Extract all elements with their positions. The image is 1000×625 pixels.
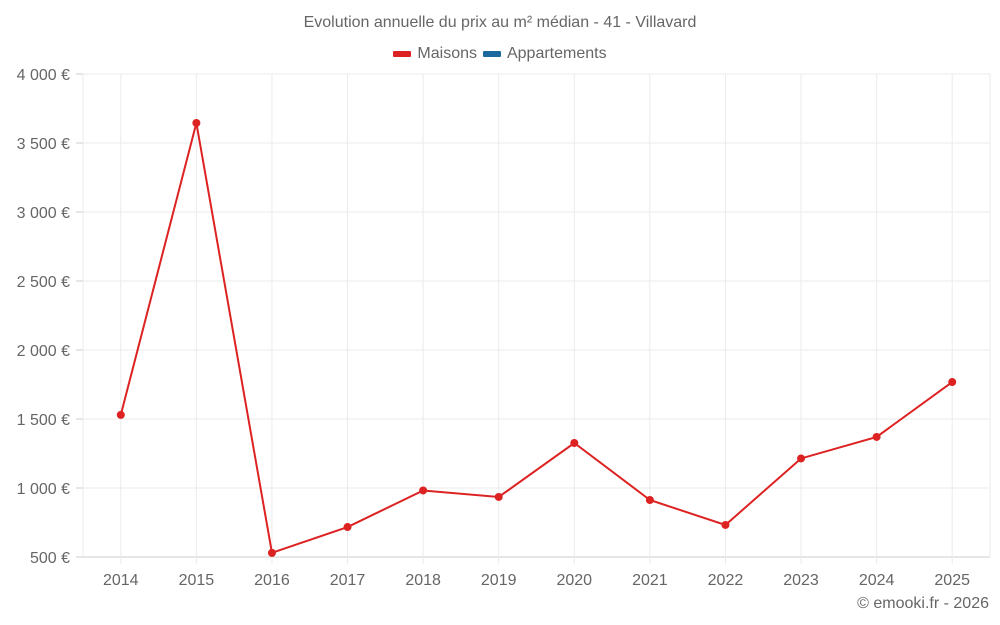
x-tick-label: 2015 [179, 572, 215, 589]
data-point[interactable] [192, 118, 201, 127]
legend-label-appartements: Appartements [506, 45, 607, 62]
data-point[interactable] [494, 492, 503, 501]
legend-item-appartements[interactable]: Appartements [482, 45, 607, 63]
x-tick-label: 2016 [254, 572, 290, 589]
legend-swatch-maisons [393, 51, 412, 57]
data-point[interactable] [267, 548, 276, 557]
data-point[interactable] [948, 378, 957, 387]
x-tick-label: 2017 [330, 572, 366, 589]
chart-title: Evolution annuelle du prix au m² médian … [303, 14, 697, 31]
x-tick-label: 2022 [708, 572, 744, 589]
data-point[interactable] [721, 520, 730, 529]
legend-swatch-appartements [482, 51, 501, 57]
series-line-maisons [119, 122, 953, 555]
chart-legend: Maisons Appartements [0, 45, 1000, 63]
x-tick-label: 2024 [859, 572, 895, 589]
data-point[interactable] [797, 454, 806, 463]
x-tick-label: 2021 [632, 572, 668, 589]
x-tick-label: 2019 [481, 572, 517, 589]
y-tick-label: 1 500 € [17, 412, 70, 429]
data-point[interactable] [570, 439, 579, 448]
data-point[interactable] [419, 486, 428, 495]
y-tick-label: 3 000 € [17, 205, 70, 222]
data-point[interactable] [645, 496, 654, 505]
y-tick-label: 2 500 € [17, 274, 70, 291]
data-point[interactable] [343, 523, 352, 532]
y-tick-label: 3 500 € [17, 136, 70, 153]
legend-item-maisons[interactable]: Maisons [393, 45, 477, 63]
x-tick-label: 2018 [405, 572, 441, 589]
data-point[interactable] [872, 432, 881, 441]
x-tick-label: 2025 [934, 572, 970, 589]
x-tick-label: 2023 [783, 572, 819, 589]
y-tick-label: 2 000 € [17, 343, 70, 360]
x-tick-label: 2014 [103, 572, 139, 589]
x-tick-label: 2020 [556, 572, 592, 589]
y-tick-label: 4 000 € [17, 67, 70, 84]
data-point[interactable] [116, 410, 125, 419]
legend-label-maisons: Maisons [417, 45, 477, 62]
y-tick-label: 1 000 € [17, 481, 70, 498]
y-tick-label: 500 € [30, 550, 70, 567]
credit-text: © emooki.fr - 2026 [857, 595, 989, 612]
